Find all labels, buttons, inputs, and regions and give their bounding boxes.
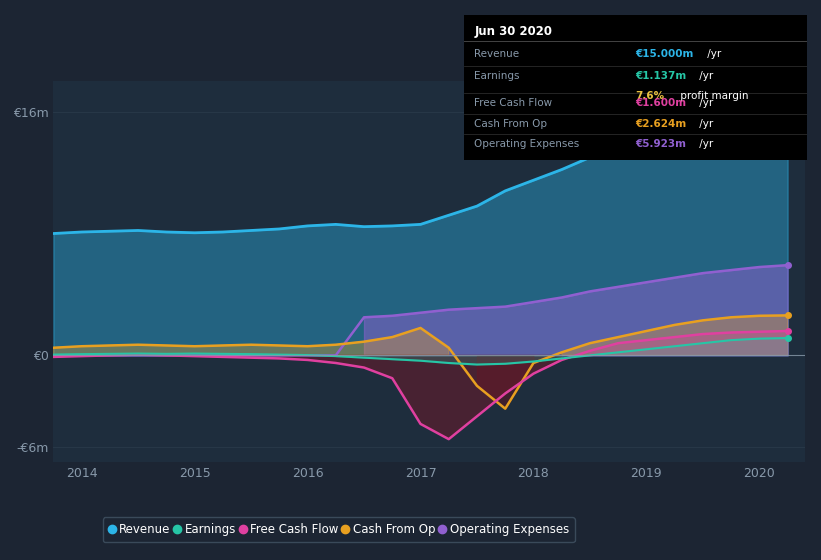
Legend: Revenue, Earnings, Free Cash Flow, Cash From Op, Operating Expenses: Revenue, Earnings, Free Cash Flow, Cash … bbox=[103, 517, 575, 542]
Text: Operating Expenses: Operating Expenses bbox=[475, 139, 580, 149]
Text: /yr: /yr bbox=[695, 71, 713, 81]
Text: /yr: /yr bbox=[704, 49, 722, 59]
Text: €5.923m: €5.923m bbox=[635, 139, 686, 149]
Text: Earnings: Earnings bbox=[475, 71, 520, 81]
Text: /yr: /yr bbox=[695, 99, 713, 109]
Text: /yr: /yr bbox=[695, 139, 713, 149]
Text: /yr: /yr bbox=[695, 119, 713, 129]
Text: Cash From Op: Cash From Op bbox=[475, 119, 547, 129]
Text: €1.600m: €1.600m bbox=[635, 99, 686, 109]
Text: profit margin: profit margin bbox=[677, 91, 748, 101]
Text: Jun 30 2020: Jun 30 2020 bbox=[475, 25, 553, 38]
Text: €1.137m: €1.137m bbox=[635, 71, 686, 81]
Text: Free Cash Flow: Free Cash Flow bbox=[475, 99, 553, 109]
Text: Revenue: Revenue bbox=[475, 49, 520, 59]
Text: 7.6%: 7.6% bbox=[635, 91, 664, 101]
Text: €2.624m: €2.624m bbox=[635, 119, 686, 129]
Text: €15.000m: €15.000m bbox=[635, 49, 694, 59]
